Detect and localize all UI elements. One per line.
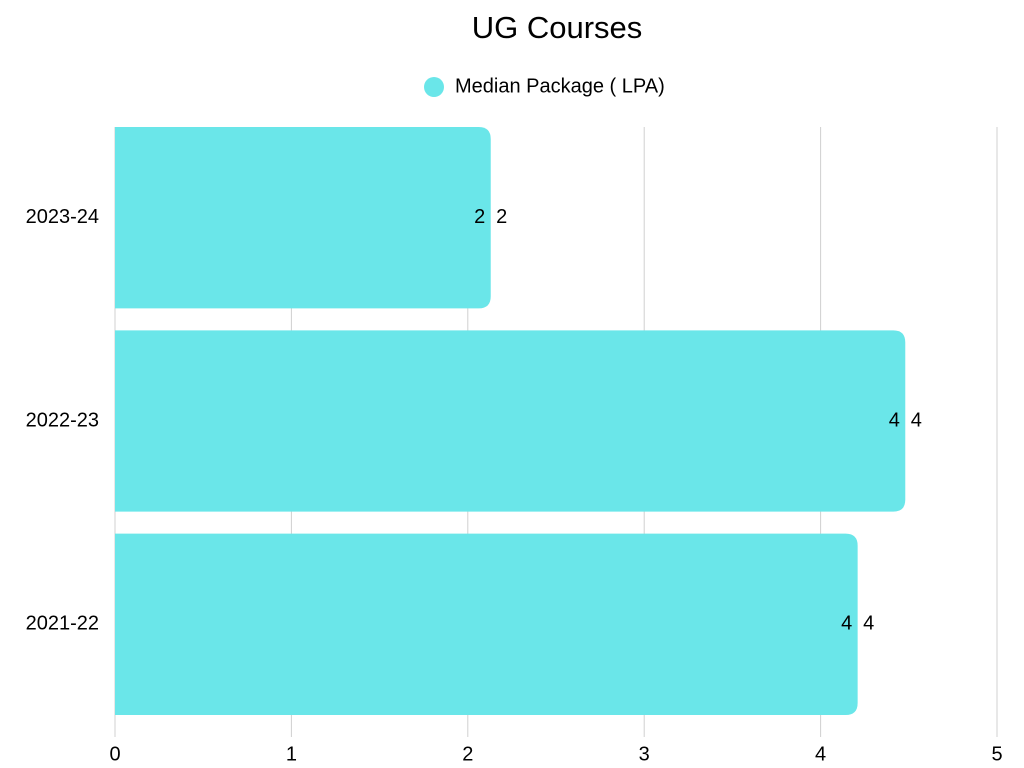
bar bbox=[115, 330, 906, 512]
data-label: 4 bbox=[889, 409, 900, 431]
x-tick-label: 1 bbox=[286, 743, 297, 765]
data-label: 4 bbox=[911, 409, 922, 431]
data-label: 4 bbox=[841, 613, 852, 635]
x-tick-label: 2 bbox=[462, 743, 473, 765]
x-tick-label: 4 bbox=[815, 743, 826, 765]
legend-swatch bbox=[424, 77, 444, 97]
y-tick-label: 2021-22 bbox=[26, 613, 99, 635]
y-tick-label: 2023-24 bbox=[26, 206, 99, 228]
y-tick-label: 2022-23 bbox=[26, 409, 99, 431]
chart-title: UG Courses bbox=[472, 10, 643, 45]
bar bbox=[115, 533, 858, 715]
data-label: 2 bbox=[474, 206, 485, 228]
x-tick-label: 3 bbox=[639, 743, 650, 765]
legend-label: Median Package ( LPA) bbox=[455, 75, 665, 97]
data-label: 2 bbox=[496, 206, 507, 228]
x-tick-label: 0 bbox=[109, 743, 120, 765]
data-label: 4 bbox=[863, 613, 874, 635]
x-tick-label: 5 bbox=[991, 743, 1002, 765]
bar bbox=[115, 127, 491, 309]
